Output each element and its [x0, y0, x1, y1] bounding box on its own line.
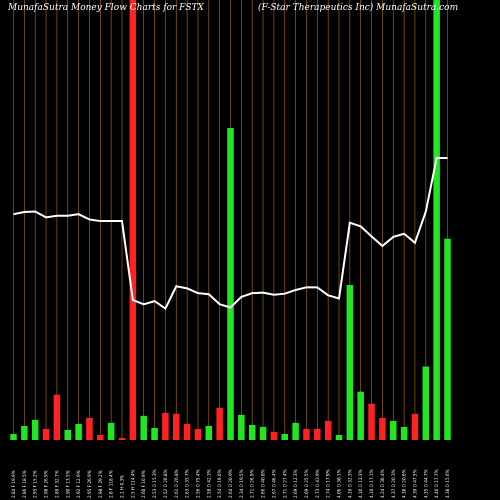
- money-flow-bar: [173, 413, 180, 440]
- money-flow-bar: [118, 437, 126, 440]
- money-flow-bar: [227, 128, 234, 440]
- money-flow-bar: [151, 427, 158, 440]
- grid-lines: [13, 0, 448, 440]
- money-flow-bar: [21, 425, 28, 440]
- money-flow-bar: [281, 433, 288, 440]
- money-flow-bar: [183, 423, 191, 440]
- money-flow-bar: [411, 413, 419, 440]
- x-tick-label: 2.56 O 75.4%: [195, 469, 200, 498]
- x-tick-label: 4.10 O 12.3%: [358, 469, 363, 498]
- x-tick-label: 2.71 O 27.4%: [282, 469, 287, 498]
- x-tick-label: 4.39 O 47.5%: [412, 469, 417, 498]
- money-flow-bar: [205, 425, 213, 440]
- chart-title-left: MunafaSutra Money Flow Charts for FSTX: [7, 3, 205, 13]
- money-flow-bar: [248, 424, 256, 440]
- x-tick-label: 2.95 F 15.2%: [33, 470, 38, 498]
- x-tick-label: 2.53 O 15.3%: [152, 469, 157, 498]
- money-flow-bar: [31, 419, 39, 440]
- money-flow-bar: [390, 420, 397, 440]
- x-tick-label: 4.38 O 15.6%: [445, 469, 450, 498]
- x-tick-label: 2.58 O 42.3%: [206, 469, 211, 498]
- x-tick-label: 2.98 F 29.2%: [98, 470, 103, 498]
- x-tick-label: 4.37 O 20.3%: [391, 469, 396, 498]
- money-flow-bar: [259, 426, 267, 440]
- money-flow-bar: [324, 420, 332, 440]
- x-tick-label: 2.73 O 43.9%: [315, 469, 320, 498]
- money-flow-bar: [75, 423, 82, 440]
- money-flow-bar: [216, 407, 223, 440]
- money-flow-bar: [10, 433, 17, 440]
- x-tick-label: 2.84 F 19.9%: [11, 470, 16, 498]
- x-tick-label: 4.35 O 44.7%: [423, 469, 428, 498]
- money-flow-bar: [129, 0, 137, 440]
- money-flow-bar: [444, 238, 451, 440]
- x-tick-label: 2.54 O 19.0%: [217, 469, 222, 498]
- x-tick-labels: 2.84 F 19.9% 2.86 F 18.5% 2.95 F 15.2% 2.98…: [11, 469, 450, 498]
- x-tick-label: 4.38 O 20.6%: [402, 469, 407, 498]
- x-tick-label: 2.52 O 20.8%: [163, 469, 168, 498]
- money-flow-bar: [379, 417, 386, 440]
- x-tick-label: 2.95 F 26.9%: [87, 470, 92, 498]
- money-flow-bar: [433, 0, 440, 440]
- x-tick-label: 2.66 O 40.8%: [261, 469, 266, 498]
- money-flow-bar: [238, 414, 245, 440]
- money-flow-bar: [86, 417, 93, 440]
- x-tick-label: 2.86 F 18.5%: [22, 470, 27, 498]
- money-flow-bar: [303, 428, 310, 440]
- money-flow-bar: [346, 285, 354, 440]
- money-flow-bar: [107, 422, 115, 440]
- x-tick-label: 2.69 O 25.5%: [304, 469, 309, 498]
- money-flow-bar: [314, 428, 321, 440]
- money-flow-bar: [270, 431, 278, 440]
- money-flow-bar: [42, 428, 50, 440]
- x-tick-label: 2.92 F 12.9%: [76, 470, 81, 498]
- x-tick-label: 2.90 F 13.5%: [65, 470, 70, 498]
- money-flow-bar: [140, 415, 147, 440]
- x-tick-label: 2.8 F 118.4%: [109, 470, 114, 498]
- price-line-layer: [13, 156, 448, 311]
- x-tick-label: 2.89 F 32.7%: [54, 470, 59, 498]
- x-tick-label: 2.74 O 17.9%: [326, 469, 331, 498]
- money-flow-bar: [357, 391, 364, 440]
- money-flow-bar: [368, 403, 375, 440]
- x-tick-label: 4.10 O 17.1%: [369, 469, 374, 498]
- x-tick-label: 2.1 H 0.3%: [120, 475, 125, 498]
- money-flow-bar: [400, 426, 408, 440]
- money-flow-bar: [422, 366, 430, 440]
- money-flow-bar: [292, 422, 299, 440]
- x-tick-label: 2.63 O 35.7%: [185, 469, 190, 498]
- money-flow-bar: [64, 429, 71, 440]
- x-tick-label: 2.34 O 19.5%: [239, 469, 244, 498]
- x-tick-label: 4.40 O 17.7%: [434, 469, 439, 498]
- x-tick-label: 4.24 O 30.4%: [380, 469, 385, 498]
- chart-title-right: (F-Star Therapeutics Inc) MunafaSutra.co…: [258, 2, 458, 13]
- x-tick-label: 2.60 F 10.9%: [141, 470, 146, 498]
- x-tick-label: 4.10 O 32.3%: [347, 469, 352, 498]
- money-flow-bar: [194, 428, 202, 440]
- x-tick-label: 4.06 O 38.1%: [337, 469, 342, 498]
- x-tick-label: 2.98 F 26.9%: [44, 470, 49, 498]
- money-flow-bar: [97, 434, 104, 440]
- money-flow-bars: [10, 0, 451, 440]
- price-line: [13, 156, 448, 311]
- x-tick-label: 2.5 H 114.4%: [130, 470, 135, 498]
- x-tick-label: 2.69 O 12.3%: [293, 469, 298, 498]
- x-tick-label: 2.71 O 26.9%: [250, 469, 255, 498]
- money-flow-bar: [162, 412, 169, 440]
- x-tick-label: 2.67 O 46.4%: [271, 469, 276, 498]
- money-flow-bar: [335, 434, 343, 440]
- x-tick-label: 2.64 O 20.9%: [228, 469, 233, 498]
- money-flow-bar: [53, 394, 61, 440]
- x-tick-label: 2.61 O 26.8%: [174, 469, 179, 498]
